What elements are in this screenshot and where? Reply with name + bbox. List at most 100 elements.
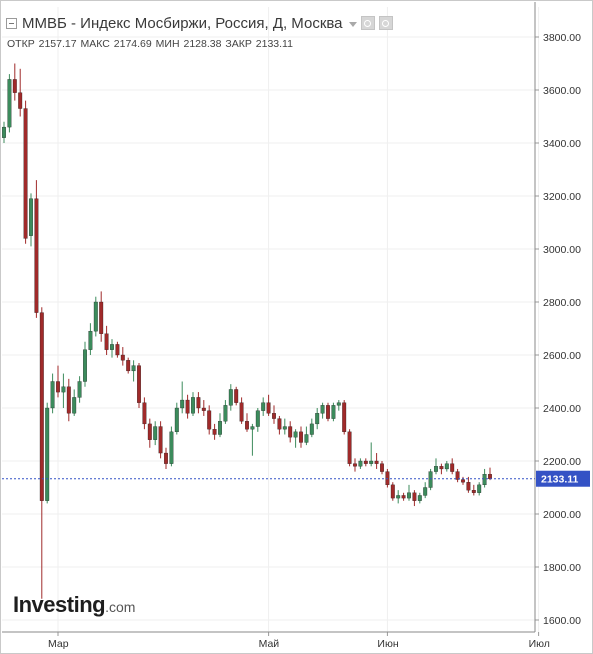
candle-body	[56, 381, 60, 393]
close-value: 2133.11	[255, 38, 293, 50]
settings-icon[interactable]	[360, 16, 375, 30]
candle-body	[120, 354, 125, 361]
candle-body	[461, 479, 465, 483]
candle-body	[434, 466, 438, 472]
current-price-tag	[536, 470, 590, 487]
candle-body	[158, 426, 163, 454]
candle-body	[110, 344, 114, 350]
close-label: ЗАКР	[225, 38, 252, 50]
candle-body	[477, 484, 482, 493]
candle-body	[272, 413, 276, 419]
open-label: ОТКР	[7, 38, 35, 50]
candle-body	[401, 495, 406, 499]
y-tick-label: 3800.00	[543, 32, 581, 44]
candle-body	[93, 301, 98, 332]
candle-body	[223, 405, 228, 422]
open-value: 2157.17	[38, 38, 77, 50]
candle-body	[126, 360, 131, 372]
candle-body	[201, 407, 206, 411]
candle-body	[250, 426, 255, 430]
candle-body	[288, 426, 293, 438]
candle-body	[115, 344, 120, 356]
y-tick-label: 2600.00	[543, 350, 581, 362]
collapse-icon[interactable]	[6, 17, 17, 29]
candle-body	[315, 413, 320, 425]
candle-body	[293, 431, 298, 438]
candle-body	[299, 431, 303, 443]
candle-body	[218, 421, 222, 435]
y-tick-label: 1800.00	[543, 562, 581, 574]
candle-body	[423, 487, 428, 496]
candle-body	[374, 460, 379, 464]
candle-body	[353, 463, 357, 467]
candle-body	[347, 431, 352, 464]
y-tick-label: 2000.00	[543, 509, 581, 521]
candle-body	[369, 460, 374, 464]
candle-body	[72, 397, 77, 414]
candle-body	[142, 402, 147, 425]
candle-body	[137, 365, 141, 403]
candle-body	[417, 495, 422, 501]
candle-body	[471, 489, 476, 493]
candle-body	[239, 402, 244, 422]
candle-body	[29, 198, 33, 236]
candle-body	[277, 418, 282, 430]
candle-body	[228, 389, 233, 406]
candle-body	[174, 407, 179, 433]
low-label: МИН	[155, 38, 180, 50]
candle-body	[23, 108, 28, 239]
candle-body	[77, 381, 82, 398]
x-tick-label: Июл	[529, 638, 550, 650]
candle-body	[185, 399, 190, 414]
investing-logo: Investing.com	[13, 592, 135, 618]
candle-body	[34, 198, 39, 313]
candle-body	[18, 92, 23, 109]
candle-body	[2, 126, 6, 138]
candle-body	[282, 426, 287, 430]
high-label: МАКС	[80, 38, 110, 50]
candle-body	[358, 460, 363, 467]
candle-body	[396, 495, 401, 499]
candle-body	[83, 349, 87, 382]
x-tick-label: Май	[259, 638, 280, 650]
x-tick-label: Июн	[377, 638, 398, 650]
candle-body	[88, 330, 93, 350]
candle-body	[12, 79, 17, 93]
candle-body	[439, 466, 444, 470]
y-tick-label: 2800.00	[543, 297, 581, 309]
chart-header: ММВБ - Индекс Мосбиржи, Россия, Д, Москв…	[6, 12, 393, 34]
candle-body	[164, 452, 168, 464]
candle-body	[326, 405, 330, 419]
y-tick-label: 1600.00	[543, 615, 581, 627]
chart-title: ММВБ - Индекс Мосбиржи, Россия, Д, Москв…	[22, 14, 343, 32]
candle-body	[261, 402, 266, 411]
candle-body	[466, 482, 471, 491]
candle-body	[482, 474, 487, 486]
fullscreen-icon[interactable]	[378, 16, 393, 30]
y-tick-label: 3000.00	[543, 244, 581, 256]
y-tick-label: 2400.00	[543, 403, 581, 415]
candle-body	[245, 421, 249, 430]
y-tick-label: 2200.00	[543, 456, 581, 468]
dropdown-caret-icon[interactable]	[348, 21, 357, 27]
candle-body	[147, 423, 152, 440]
candle-body	[45, 407, 50, 501]
candle-body	[380, 463, 384, 472]
current-price-label: 2133.11	[541, 474, 579, 486]
candle-body	[266, 402, 271, 414]
candle-body	[234, 389, 239, 403]
ohlc-readout: ОТКР 2157.17 МАКС 2174.69 МИН 2128.38 ЗА…	[7, 38, 294, 50]
candle-body	[342, 402, 347, 433]
candle-body	[61, 386, 66, 393]
candle-body	[255, 410, 260, 427]
candle-body	[455, 471, 460, 480]
candle-body	[104, 333, 109, 350]
candle-body	[304, 434, 309, 443]
candle-body	[212, 429, 217, 435]
candle-body	[428, 471, 433, 488]
candle-body	[50, 381, 55, 409]
low-value: 2128.38	[183, 38, 222, 50]
candle-body	[444, 463, 449, 470]
